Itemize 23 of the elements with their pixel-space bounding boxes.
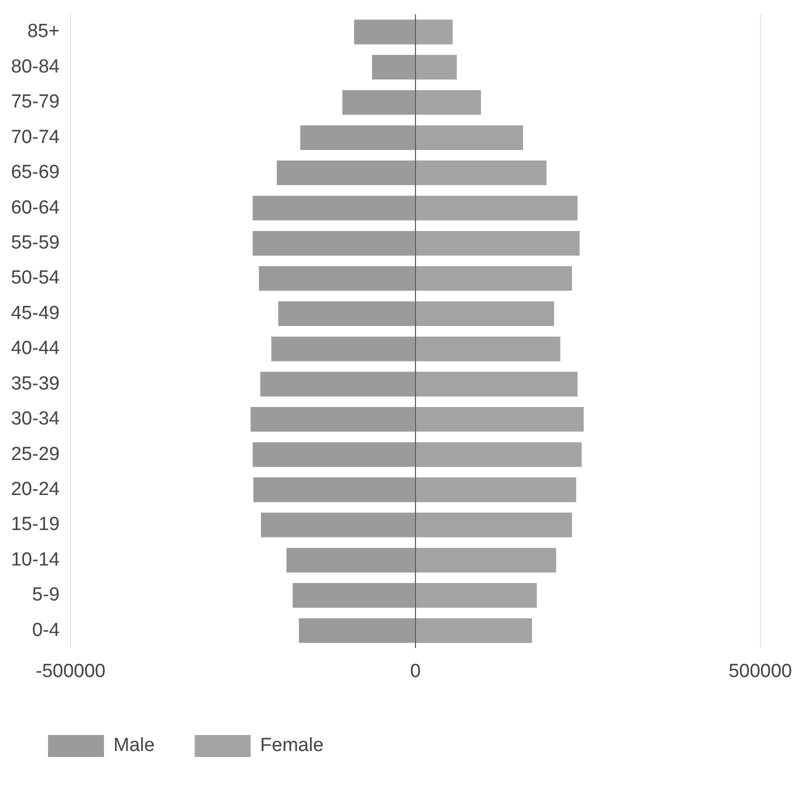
y-tick-label: 45-49 bbox=[10, 302, 60, 324]
y-tick-label: 5-9 bbox=[32, 584, 60, 606]
y-tick-label: 20-24 bbox=[10, 478, 60, 500]
y-tick-label: 70-74 bbox=[10, 126, 60, 148]
y-tick-label: 55-59 bbox=[10, 232, 60, 254]
y-tick-label: 80-84 bbox=[10, 56, 60, 78]
y-tick-label: 65-69 bbox=[10, 162, 60, 184]
y-tick-label: 10-14 bbox=[10, 549, 60, 570]
y-tick-label: 40-44 bbox=[10, 338, 60, 360]
y-tick-label: 15-19 bbox=[10, 514, 60, 536]
y-tick-label: 85+ bbox=[27, 21, 60, 42]
legend-label: Female bbox=[260, 735, 324, 756]
y-tick-label: 30-34 bbox=[10, 408, 60, 430]
x-tick-label: -500000 bbox=[36, 660, 106, 682]
legend-label: Male bbox=[114, 735, 155, 756]
x-tick-label: 500000 bbox=[728, 660, 792, 682]
y-tick-label: 60-64 bbox=[10, 197, 60, 218]
y-tick-label: 25-29 bbox=[10, 444, 60, 465]
y-tick-label: 75-79 bbox=[10, 92, 60, 113]
y-tick-label: 0-4 bbox=[32, 620, 60, 641]
y-tick-label: 50-54 bbox=[10, 268, 60, 289]
y-tick-label: 35-39 bbox=[10, 373, 60, 394]
x-tick-label: 0 bbox=[410, 660, 421, 682]
